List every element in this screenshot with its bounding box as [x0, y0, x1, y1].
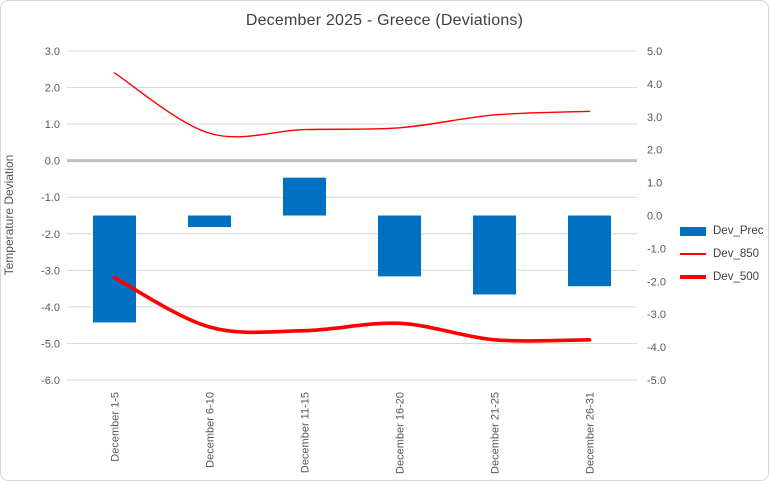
bar-dev_prec	[188, 215, 231, 228]
left-axis-tick-label: -2.0	[41, 229, 60, 241]
bar-dev_prec	[93, 215, 136, 323]
legend-label-dev-850: Dev_850	[713, 248, 760, 260]
right-axis-tick-label: 1.0	[647, 178, 662, 190]
line-dev_500	[112, 275, 592, 343]
x-axis-category-label: December 16-20	[395, 392, 407, 474]
legend-swatch-bar-icon	[680, 226, 706, 236]
bar-dev_prec	[473, 215, 516, 295]
legend-swatch-thin-line-icon	[680, 253, 706, 255]
left-axis-tick-label: 1.0	[45, 119, 60, 131]
x-axis-category-label: December 11-15	[300, 392, 312, 473]
legend-label-dev-500: Dev_500	[713, 271, 760, 283]
right-axis-tick-label: 2.0	[647, 145, 662, 157]
right-axis-tick-label: -1.0	[647, 243, 666, 255]
right-axis-tick-label: -2.0	[647, 276, 666, 288]
x-axis-category-label: December 21-25	[490, 392, 502, 474]
right-axis-tick-label: -5.0	[647, 375, 666, 387]
legend-swatch-thick-line-icon	[680, 275, 706, 279]
legend-item-dev-500: Dev_500	[680, 270, 764, 284]
left-axis-tick-label: 2.0	[45, 83, 60, 95]
left-axis-tick-label: -3.0	[41, 265, 60, 277]
y-axis-title: Temperature Deviation	[2, 154, 16, 276]
legend-label-dev-prec: Dev_Prec	[713, 225, 764, 237]
x-axis-category-label: December 6-10	[205, 392, 217, 468]
left-axis-tick-label: 0.0	[45, 156, 60, 168]
left-axis-tick-label: -5.0	[41, 338, 60, 350]
bar-dev_prec	[283, 177, 326, 216]
left-axis-tick-label: 3.0	[45, 46, 60, 58]
right-axis-tick-label: -4.0	[647, 342, 666, 354]
bar-dev_prec	[378, 215, 421, 277]
right-axis-tick-label: -3.0	[647, 309, 666, 321]
right-axis-tick-label: 5.0	[647, 46, 662, 58]
right-axis-tick-label: 0.0	[647, 211, 662, 223]
legend-item-dev-850: Dev_850	[680, 247, 764, 261]
right-axis-tick-label: 3.0	[647, 112, 662, 124]
left-axis-tick-label: -1.0	[41, 192, 60, 204]
left-axis-tick-label: -4.0	[41, 302, 60, 314]
legend: Dev_Prec Dev_850 Dev_500	[680, 224, 764, 284]
line-dev_850	[113, 72, 591, 138]
x-axis-category-label: December 26-31	[585, 392, 597, 474]
chart-title: December 2025 - Greece (Deviations)	[245, 12, 524, 29]
right-axis-tick-label: 4.0	[647, 79, 662, 91]
bar-dev_prec	[568, 215, 611, 287]
legend-item-dev-prec: Dev_Prec	[680, 224, 764, 238]
x-axis-category-label: December 1-5	[110, 392, 122, 462]
left-axis-tick-label: -6.0	[41, 375, 60, 387]
